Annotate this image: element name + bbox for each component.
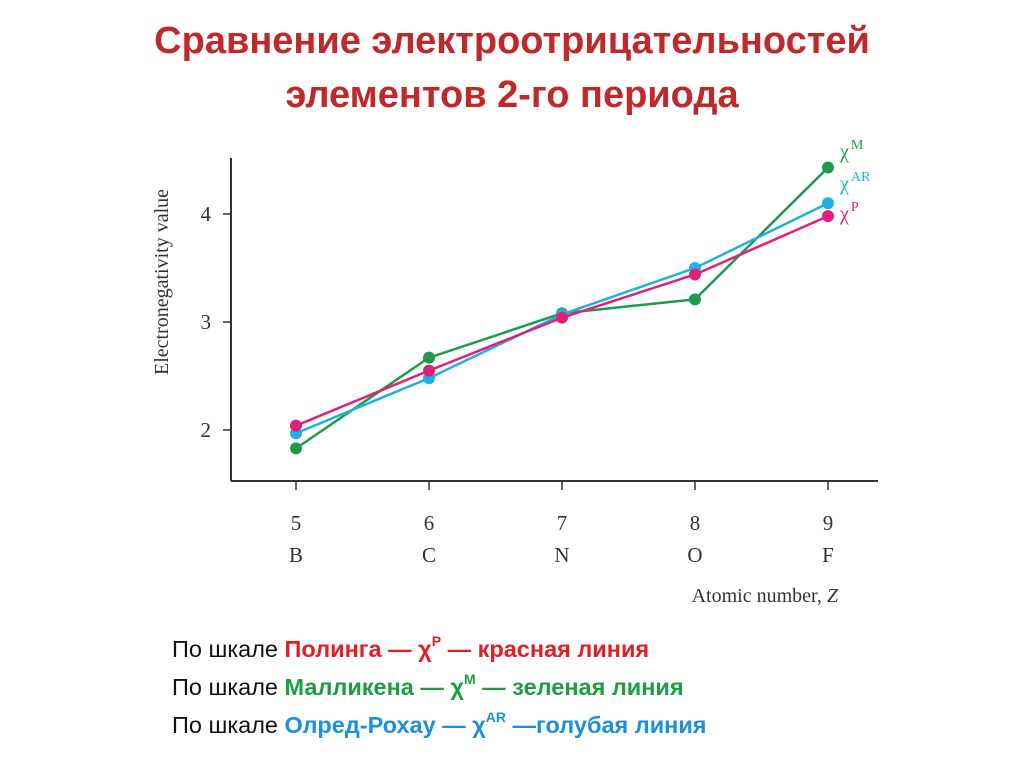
scale-name-mulliken: Малликена — [284, 674, 414, 700]
element-label: C — [422, 543, 436, 567]
note-line-allred-rochow: По шкале Олред-Рохау — χAR —голубая лини… — [172, 706, 707, 744]
note-line-pauling: По шкале Полинга — χP — красная линия — [172, 630, 707, 668]
data-point — [290, 419, 302, 432]
data-point — [822, 197, 834, 210]
scale-name-allred-rochow: Олред-Рохау — [284, 712, 436, 738]
x-tick-label: 5 — [291, 511, 302, 535]
chart-ticks: 2 3 4 5 B 6 C 7 N 8 O 9 F — [201, 202, 834, 567]
note-suffix: — красная линия — [441, 636, 650, 662]
chart-labels: χ M χ AR χ P Electronegativity value Atomic num… — [151, 138, 871, 607]
note-symbol: — χ — [413, 674, 464, 700]
data-point — [822, 210, 834, 223]
scale-name-pauling: Полинга — [284, 636, 382, 662]
element-label: B — [289, 543, 303, 567]
data-point — [423, 351, 435, 364]
x-tick-label: 7 — [557, 511, 568, 535]
y-axis-label: Electronegativity value — [151, 189, 173, 375]
note-prefix: По шкале — [172, 674, 285, 700]
series-label: χ AR — [839, 170, 871, 195]
note-symbol-sup: AR — [485, 709, 506, 725]
data-point — [822, 161, 834, 174]
x-axis-label: Atomic number, Z — [692, 585, 839, 607]
data-point — [423, 364, 435, 377]
element-label: O — [687, 543, 702, 567]
note-suffix: —голубая линия — [506, 712, 707, 738]
note-prefix: По шкале — [172, 712, 285, 738]
title-line-1: Сравнение электроотрицательностей — [154, 20, 870, 62]
slide-title: Сравнение электроотрицательностей элемен… — [0, 14, 1024, 122]
data-point — [689, 293, 701, 306]
note-symbol: — χ — [381, 636, 432, 662]
note-symbol: — χ — [435, 712, 486, 738]
note-line-mulliken: По шкале Малликена — χM — зеленая линия — [172, 668, 707, 706]
note-suffix: — зеленая линия — [475, 674, 684, 700]
y-tick-label: 3 — [201, 310, 212, 334]
x-tick-label: 6 — [424, 511, 435, 535]
note-symbol-sup: M — [463, 671, 476, 687]
note-symbol-sup: P — [431, 633, 442, 649]
chart-axes — [230, 158, 878, 482]
element-label: N — [554, 543, 569, 567]
y-tick-label: 2 — [201, 418, 212, 442]
data-point — [556, 311, 568, 324]
note-prefix: По шкале — [172, 636, 285, 662]
chart-series — [290, 161, 834, 455]
legend-notes: По шкале Полинга — χP — красная линия По… — [172, 630, 707, 744]
title-line-2: элементов 2-го периода — [285, 74, 739, 116]
x-tick-label: 9 — [823, 511, 834, 535]
data-point — [290, 442, 302, 455]
y-tick-label: 4 — [201, 202, 212, 226]
x-tick-label: 8 — [690, 511, 701, 535]
data-point — [689, 268, 701, 281]
element-label: F — [822, 543, 834, 567]
